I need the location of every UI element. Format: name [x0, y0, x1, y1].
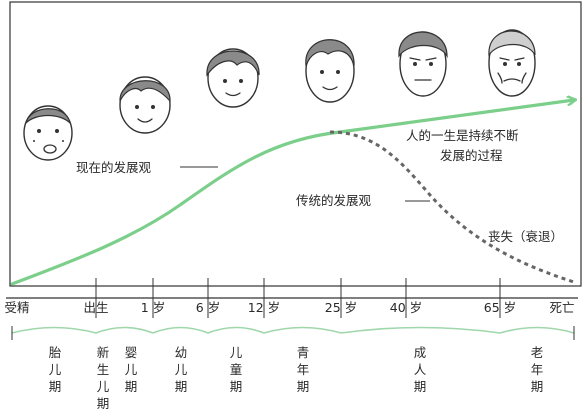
axis-tick-labels: 受精 出生 1 岁 6 岁 12 岁 25 岁 40 岁 65 岁 死亡: [4, 300, 574, 315]
elderly-face-icon: [488, 29, 536, 97]
tick-label-death: 死亡: [549, 300, 574, 315]
fetus-face-icon: [23, 105, 73, 161]
stage-arc: [95, 326, 154, 334]
traditional-development-curve: [329, 130, 575, 284]
stage-arc: [499, 326, 575, 334]
stage-label: 婴儿期: [125, 345, 138, 394]
plot-frame: [9, 1, 582, 287]
lifelong-caption-line2: 发展的过程: [440, 148, 503, 163]
stage-label: 新生儿期: [97, 345, 110, 411]
stage-arcs: [11, 326, 575, 340]
stage-arc: [207, 326, 265, 334]
stage-label: 成人期: [414, 345, 427, 394]
stage-labels: 胎儿期 新生儿期 婴儿期 幼儿期 儿童期 青年期 成人期 老年期: [49, 345, 544, 411]
tick-label-age-40: 40 岁: [390, 300, 422, 315]
stage-label: 儿童期: [230, 345, 243, 394]
stage-arc: [11, 326, 97, 334]
modern-view-label: 现在的发展观: [76, 160, 152, 175]
stage-label: 老年期: [531, 345, 544, 394]
infant-face-icon: [119, 76, 171, 134]
modern-development-curve: [10, 100, 574, 286]
lifelong-caption-line1: 人的一生是持续不断: [406, 128, 519, 143]
tick-label-age-1: 1 岁: [141, 300, 165, 315]
tick-label-age-25: 25 岁: [325, 300, 357, 315]
stage-label: 胎儿期: [49, 345, 62, 394]
stage-arc: [340, 326, 501, 334]
youth-face-icon: [305, 39, 355, 103]
adult-face-icon: [398, 31, 448, 97]
stage-label: 幼儿期: [175, 345, 188, 394]
tick-label-birth: 出生: [83, 300, 108, 315]
tick-label-age-6: 6 岁: [196, 300, 220, 315]
stage-label: 青年期: [297, 345, 310, 394]
stage-arc: [263, 326, 342, 334]
traditional-view-label: 传统的发展观: [296, 193, 372, 208]
tick-label-conception: 受精: [4, 300, 29, 315]
tick-label-age-12: 12 岁: [248, 300, 280, 315]
decline-label: 丧失（衰退）: [488, 229, 563, 244]
tick-label-age-65: 65 岁: [484, 300, 516, 315]
child-face-icon: [206, 48, 260, 108]
axis-tick-marks: [95, 278, 501, 318]
stage-arc: [152, 326, 209, 334]
